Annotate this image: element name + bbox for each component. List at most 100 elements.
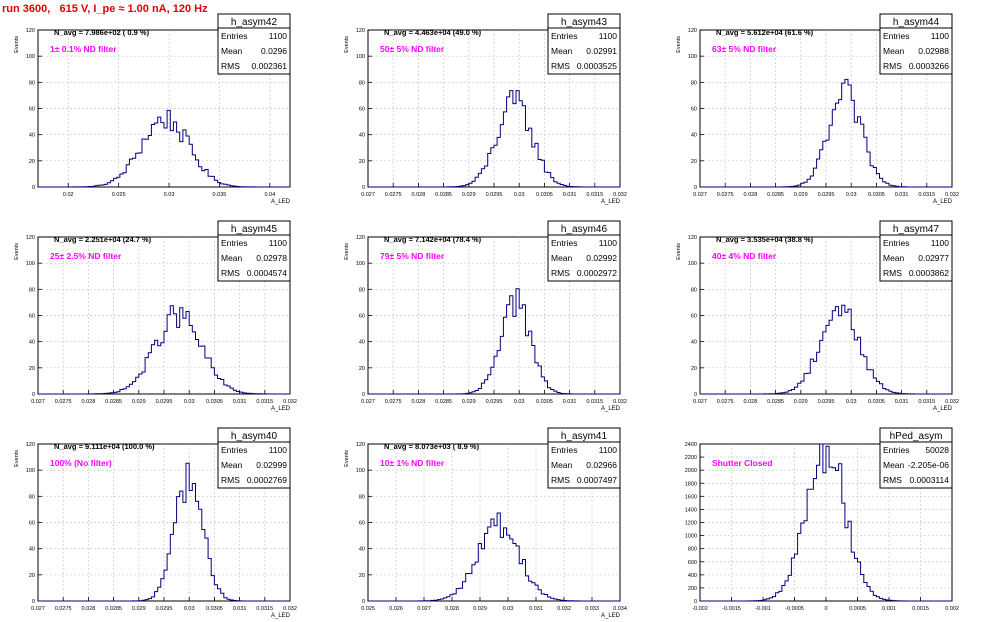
x-tick-label: 0.0295: [486, 192, 503, 198]
panel-h_asym40: 0.027 0.0275 0.028 0.0285 0.029 0.0295 0.03 0.0…: [14, 427, 297, 619]
y-tick-label: 100: [26, 468, 35, 474]
filter-annotation: 10± 1% ND filter: [380, 458, 445, 468]
hist-title: h_asym44: [893, 17, 940, 28]
y-tick-label: 60: [359, 107, 365, 113]
stats-label: RMS: [221, 475, 240, 485]
stats-label: RMS: [883, 61, 902, 71]
stats-label: Entries: [883, 445, 909, 455]
y-tick-label: 20: [29, 159, 35, 165]
x-tick-label: 0.0275: [55, 399, 72, 405]
stats-value: 0.0002972: [577, 268, 617, 278]
stats-value: 0.0007497: [577, 475, 617, 485]
x-tick-label: 0.028: [412, 399, 426, 405]
y-tick-label: 80: [691, 287, 697, 293]
y-tick-label: 20: [691, 366, 697, 372]
histogram-line: [38, 109, 290, 188]
x-tick-label: 0.027: [361, 399, 375, 405]
filter-annotation: Shutter Closed: [712, 458, 772, 468]
x-tick-label: 0.028: [82, 606, 96, 612]
x-tick-label: 0.0315: [586, 399, 603, 405]
y-tick-label: 80: [29, 287, 35, 293]
y-tick-label: 100: [26, 261, 35, 267]
x-tick-label: 0.03: [514, 192, 525, 198]
x-tick-label: 0.029: [462, 399, 476, 405]
y-tick-label: 20: [359, 159, 365, 165]
n-avg-text: N_avg = 8.073e+03 ( 8.9 %): [384, 442, 480, 451]
page-title: run 3600, 615 V, I_pe ≈ 1.00 nA, 120 Hz: [2, 3, 208, 15]
x-tick-label: 0.031: [233, 606, 247, 612]
y-axis-label: Events: [344, 450, 350, 467]
x-tick-label: 0.032: [613, 399, 627, 405]
y-tick-label: 0: [32, 392, 35, 398]
y-tick-label: 60: [691, 107, 697, 113]
x-tick-label: 0.04: [264, 192, 275, 198]
stats-box: [879, 27, 953, 75]
stats-value: 1100: [931, 31, 950, 41]
stats-value: 0.02978: [256, 253, 287, 263]
x-tick-label: 0.035: [213, 192, 227, 198]
x-tick-label: 0.027: [693, 399, 707, 405]
y-tick-label: 40: [29, 133, 35, 139]
y-tick-label: 20: [691, 159, 697, 165]
x-tick-label: 0.032: [945, 192, 959, 198]
histogram-line: [368, 512, 620, 602]
y-tick-label: 80: [691, 80, 697, 86]
stats-box: [547, 27, 621, 75]
stats-box: [217, 27, 291, 75]
x-tick-label: 0.027: [31, 399, 45, 405]
x-tick-label: 0.029: [462, 192, 476, 198]
x-tick-label: 0.0015: [912, 606, 929, 612]
hist-title: hPed_asym: [890, 431, 943, 442]
x-tick-label: 0.0315: [256, 606, 273, 612]
stats-value: 0.02966: [586, 460, 617, 470]
x-tick-label: 0.027: [693, 192, 707, 198]
y-tick-label: 0: [32, 185, 35, 191]
y-tick-label: 0: [32, 599, 35, 605]
filter-annotation: 100% (No filter): [50, 458, 112, 468]
n-avg-text: N_avg = 2.251e+04 (24.7 %): [54, 235, 152, 244]
filter-annotation: 79± 5% ND filter: [380, 251, 445, 261]
n-avg-text: N_avg = 5.612e+04 (61.6 %): [716, 28, 814, 37]
x-tick-label: 0.0295: [818, 192, 835, 198]
x-axis-label: A_LED: [601, 199, 621, 205]
x-tick-label: 0.0305: [536, 399, 553, 405]
x-tick-label: 0.032: [283, 606, 297, 612]
x-tick-label: 0.031: [563, 192, 577, 198]
n-avg-text: N_avg = 9.111e+04 (100.0 %): [54, 442, 155, 451]
stats-value: 1100: [269, 238, 288, 248]
x-tick-label: 0.031: [895, 399, 909, 405]
x-tick-label: 0.03: [184, 399, 195, 405]
histogram-line: [38, 462, 290, 602]
stats-label: Mean: [221, 46, 243, 56]
y-tick-label: 100: [26, 54, 35, 60]
x-tick-label: 0.0305: [536, 192, 553, 198]
x-tick-label: 0.0295: [156, 399, 173, 405]
hist-title: h_asym43: [561, 17, 608, 28]
x-tick-label: 0.028: [445, 606, 459, 612]
stats-value: 0.0296: [261, 46, 287, 56]
y-tick-label: 120: [688, 235, 697, 241]
panel-h_asym44: 0.027 0.0275 0.028 0.0285 0.029 0.0295 0.03 0.0…: [676, 13, 959, 205]
y-tick-label: 1800: [685, 481, 697, 487]
stats-value: 0.002361: [252, 61, 288, 71]
stats-value: 0.02992: [586, 253, 617, 263]
x-tick-label: 0.03: [184, 606, 195, 612]
x-axis-label: A_LED: [271, 199, 291, 205]
y-tick-label: 120: [688, 28, 697, 34]
x-tick-label: -0.0005: [785, 606, 804, 612]
stats-value: 0.02977: [918, 253, 949, 263]
stats-label: Entries: [221, 238, 247, 248]
x-axis-label: A_LED: [933, 406, 953, 412]
stats-label: Mean: [551, 460, 573, 470]
x-tick-label: 0.0285: [105, 606, 122, 612]
stats-label: RMS: [221, 61, 240, 71]
stats-value: 0.0003862: [909, 268, 949, 278]
y-tick-label: 40: [29, 547, 35, 553]
x-tick-label: 0.002: [945, 606, 959, 612]
x-tick-label: -0.0015: [722, 606, 741, 612]
stats-label: Entries: [883, 31, 909, 41]
stats-value: 1100: [931, 238, 950, 248]
x-tick-label: 0.03: [503, 606, 514, 612]
x-tick-label: 0.028: [744, 192, 758, 198]
y-tick-label: 0: [694, 185, 697, 191]
